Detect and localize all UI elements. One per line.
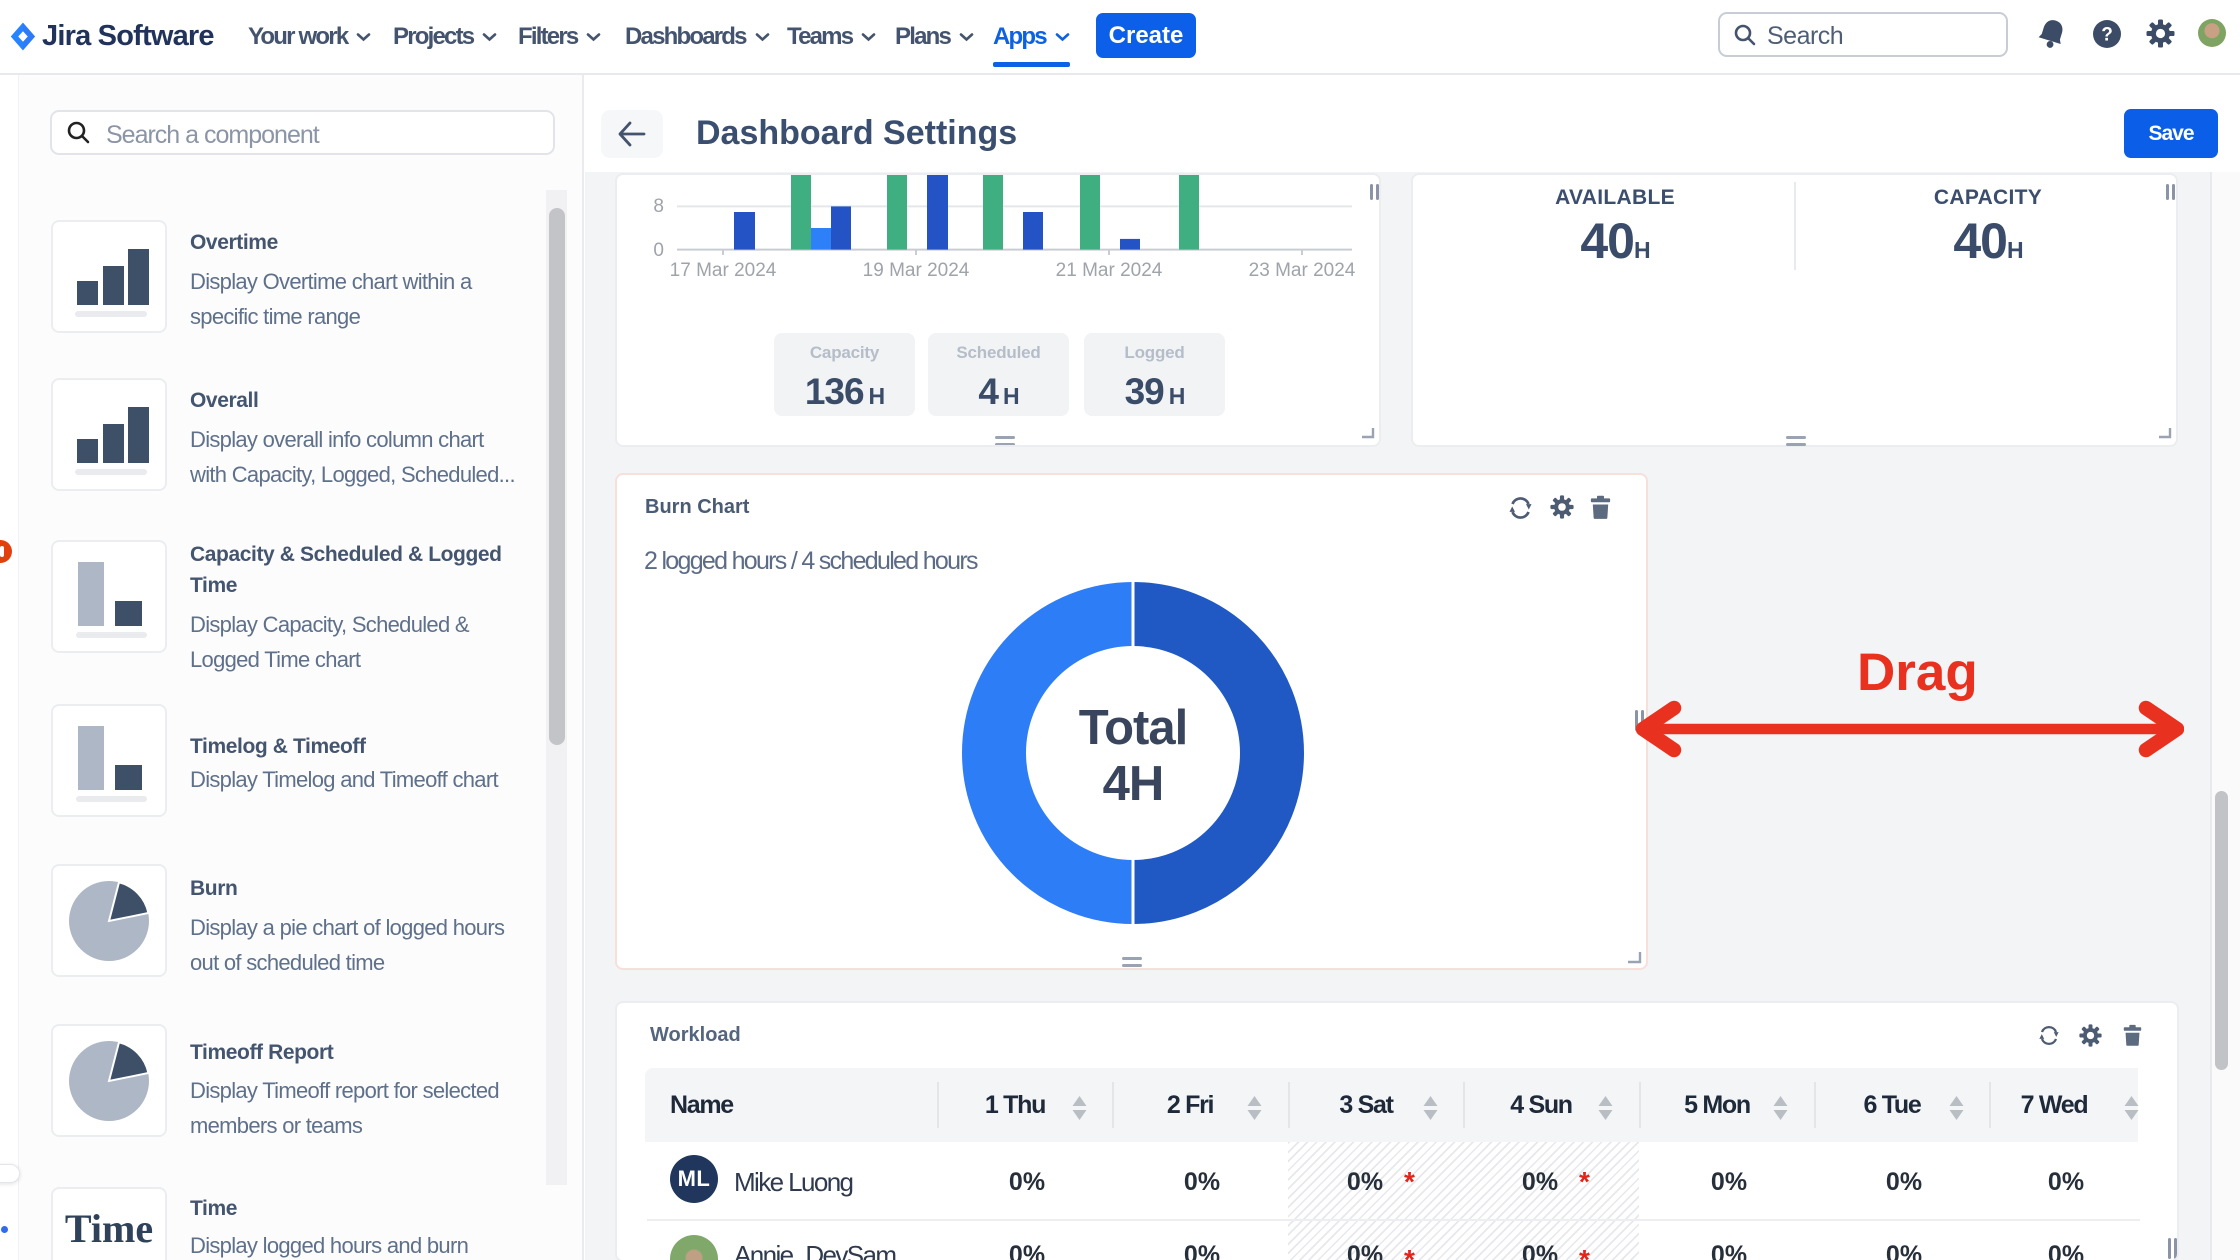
svg-text:17 Mar 2024: 17 Mar 2024 — [670, 260, 777, 281]
svg-text:23 Mar 2024: 23 Mar 2024 — [1249, 260, 1356, 281]
svg-text:8: 8 — [653, 196, 664, 217]
svg-text:19 Mar 2024: 19 Mar 2024 — [863, 260, 970, 281]
svg-text:4H: 4H — [1103, 757, 1164, 811]
svg-text:0: 0 — [653, 240, 664, 261]
svg-text:21 Mar 2024: 21 Mar 2024 — [1056, 260, 1163, 281]
svg-text:?: ? — [2101, 25, 2113, 46]
svg-text:Total: Total — [1079, 701, 1187, 755]
